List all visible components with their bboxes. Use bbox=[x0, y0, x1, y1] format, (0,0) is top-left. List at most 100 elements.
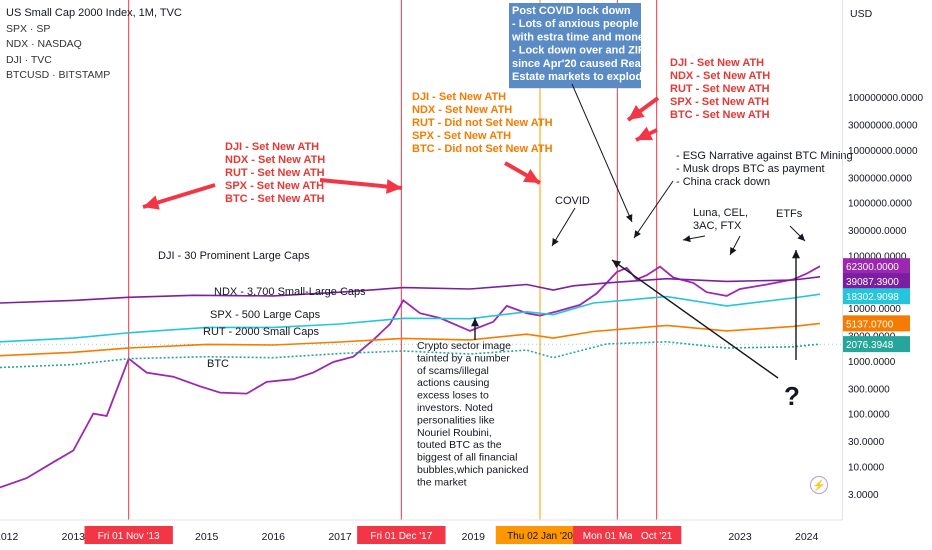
y-tick-label: 1000.0000 bbox=[848, 357, 896, 368]
arrow-black-head bbox=[791, 250, 801, 259]
x-tick-label: 2024 bbox=[795, 531, 819, 543]
annotation-text: BTC - Did not Set New ATH bbox=[412, 143, 553, 155]
arrow-black bbox=[571, 83, 633, 223]
event-label-bg bbox=[357, 526, 446, 544]
arrow-black-head bbox=[797, 233, 805, 241]
annotation-text: personalities like bbox=[417, 414, 495, 426]
chart-legend: US Small Cap 2000 Index, 1M, TVC SPX · S… bbox=[6, 6, 182, 84]
last-value-badge bbox=[842, 288, 910, 305]
y-tick-label: 30000000.0000 bbox=[848, 121, 918, 132]
annotation-text: Crypto sector image bbox=[417, 340, 511, 352]
arrow-black-head bbox=[552, 238, 559, 246]
last-value-badge bbox=[842, 258, 910, 275]
series-line-btc bbox=[0, 265, 821, 489]
price-axis[interactable] bbox=[842, 0, 932, 520]
last-value-badge bbox=[842, 336, 910, 353]
annotation-text: RUT - Set New ATH bbox=[225, 167, 325, 179]
annotation-text: SPX - Set New ATH bbox=[670, 96, 769, 108]
annotation-text: NDX - Set New ATH bbox=[225, 154, 325, 166]
annotation-text: BTC bbox=[207, 358, 229, 370]
annotation-text: investors. Noted bbox=[417, 402, 493, 414]
annotation-text: - Lock down over and ZIRP bbox=[512, 45, 653, 57]
annotation-text: SPX - 500 Large Caps bbox=[210, 309, 321, 321]
annotation-text: ? bbox=[784, 381, 800, 411]
last-value-badge bbox=[842, 315, 910, 332]
annotation-text: touted BTC as the bbox=[417, 439, 502, 451]
annotation-text: BTC - Set New ATH bbox=[670, 109, 770, 121]
last-value-label: 39087.3900 bbox=[846, 277, 899, 288]
last-value-label: 62300.0000 bbox=[846, 262, 899, 273]
arrow-red-head bbox=[523, 168, 540, 183]
annotation-text: bubbles,which panicked bbox=[417, 464, 529, 476]
series-line-rut bbox=[0, 340, 821, 369]
annotation-text: RUT - Did not Set New ATH bbox=[412, 117, 553, 129]
y-tick-label: 300000.0000 bbox=[848, 226, 907, 237]
annotation-text: - ESG Narrative against BTC Mining bbox=[676, 150, 853, 162]
y-tick-label: 10000000.0000 bbox=[848, 146, 918, 157]
annotation-text: actions causing bbox=[417, 377, 490, 389]
event-label: Thu 02 Jan '20 bbox=[507, 531, 573, 542]
y-tick-label: 3.0000 bbox=[848, 490, 879, 501]
annotation-text: Luna, CEL, bbox=[693, 207, 748, 219]
event-label-bg bbox=[495, 526, 585, 544]
event-label-bg bbox=[84, 526, 173, 544]
series-line-ndx bbox=[0, 293, 821, 343]
annotation-text: DJI - 30 Prominent Large Caps bbox=[158, 250, 310, 262]
x-tick-label: 2017 bbox=[328, 531, 352, 543]
annotation-text: RUT - Set New ATH bbox=[670, 83, 770, 95]
y-tick-label: 100000.0000 bbox=[848, 251, 907, 262]
annotation-text: - Musk drops BTC as payment bbox=[676, 163, 825, 175]
x-tick-label: 2013 bbox=[62, 531, 86, 543]
arrow-black-head bbox=[470, 318, 480, 327]
last-value-badge bbox=[842, 273, 910, 290]
annotation-text: DJI - Set New ATH bbox=[225, 141, 319, 153]
annotation-text: NDX - 3,700 Small-Large Caps bbox=[214, 286, 366, 298]
event-label: Mon 01 Mar '21 bbox=[583, 531, 653, 542]
annotation-text: excess loses to bbox=[417, 390, 489, 402]
arrow-black bbox=[633, 180, 674, 239]
arrow-black bbox=[551, 207, 576, 247]
lightning-icon[interactable]: ⚡ bbox=[810, 476, 828, 494]
annotation-text: of scams/illegal bbox=[417, 365, 489, 377]
y-tick-label: 300.0000 bbox=[848, 384, 890, 395]
event-label: Oct '21 bbox=[641, 531, 673, 542]
arrow-red-head bbox=[636, 126, 653, 141]
x-tick-label: 2016 bbox=[262, 531, 286, 543]
x-tick-label: 2015 bbox=[195, 531, 219, 543]
y-tick-label: 30.0000 bbox=[848, 437, 885, 448]
y-tick-label: 10000.0000 bbox=[848, 304, 901, 315]
annotation-text: NDX - Set New ATH bbox=[670, 70, 770, 82]
legend-btcusd: BTCUSD · BITSTAMP bbox=[6, 69, 111, 81]
event-label: Fri 01 Dec '17 bbox=[370, 531, 432, 542]
event-label-bg bbox=[632, 526, 682, 544]
arrow-black-head bbox=[625, 214, 633, 222]
arrow-black-head bbox=[634, 230, 641, 238]
annotation-text: - Lots of anxious people bbox=[512, 18, 639, 30]
y-tick-label: 100000000.0000 bbox=[848, 93, 924, 104]
annotation-box bbox=[509, 3, 641, 89]
annotation-text: SPX - Set New ATH bbox=[225, 180, 324, 192]
annotation-text: NDX - Set New ATH bbox=[412, 104, 512, 116]
arrow-red-head bbox=[628, 104, 645, 120]
annotation-text: SPX - Set New ATH bbox=[412, 130, 511, 142]
arrow-black-head bbox=[683, 235, 691, 243]
annotation-text: DJI - Set New ATH bbox=[412, 91, 506, 103]
x-tick-label: 2012 bbox=[0, 531, 19, 543]
annotation-text: biggest of all financial bbox=[417, 452, 517, 464]
y-tick-label: 3000000.0000 bbox=[848, 173, 912, 184]
y-tick-label: 10.0000 bbox=[848, 462, 885, 473]
annotation-text: Nouriel Roubini, bbox=[417, 427, 492, 439]
legend-spx: SPX · SP bbox=[6, 22, 51, 35]
series-line-spx bbox=[0, 322, 821, 357]
annotation-text: RUT - 2000 Small Caps bbox=[203, 326, 319, 338]
x-tick-label: 2019 bbox=[462, 531, 486, 543]
y-tick-label: 100.0000 bbox=[848, 410, 890, 421]
annotation-text: - China crack down bbox=[676, 176, 770, 188]
annotation-text: DJI - Set New ATH bbox=[670, 57, 764, 69]
annotation-text: 3AC, FTX bbox=[693, 220, 742, 232]
annotation-text: with estra time and money bbox=[511, 31, 651, 43]
currency-label[interactable]: USD bbox=[850, 8, 873, 20]
last-value-label: 18302.9098 bbox=[846, 292, 899, 303]
arrow-red-head bbox=[143, 195, 160, 210]
